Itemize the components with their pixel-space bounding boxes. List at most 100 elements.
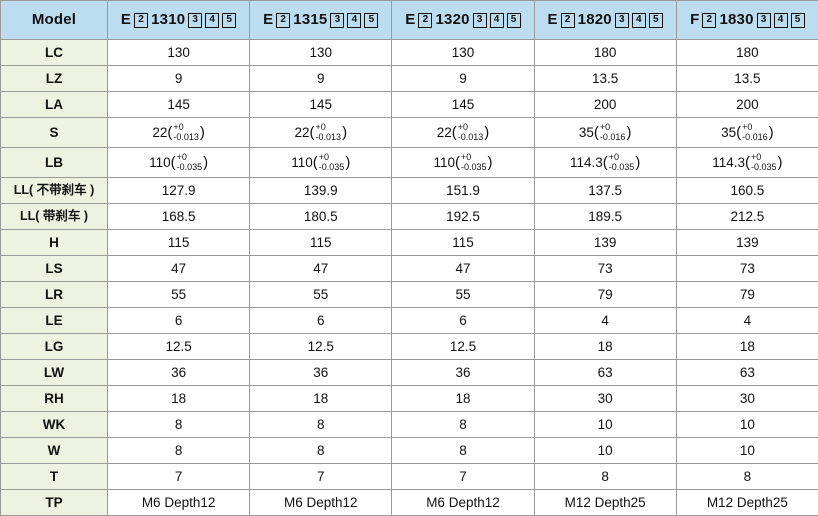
table-cell: 180 bbox=[534, 40, 676, 66]
table-cell: 7 bbox=[108, 464, 250, 490]
table-cell: 13.5 bbox=[534, 66, 676, 92]
table-cell: 13.5 bbox=[676, 66, 818, 92]
model-box-1: 2 bbox=[134, 13, 148, 28]
table-cell: 6 bbox=[392, 308, 534, 334]
model-prefix: E bbox=[121, 11, 131, 28]
tolerance-limits: +0-0.016 bbox=[742, 123, 768, 142]
table-cell: 139 bbox=[676, 230, 818, 256]
table-cell: 160.5 bbox=[676, 178, 818, 204]
model-box-4: 5 bbox=[364, 13, 378, 28]
model-box-4: 5 bbox=[222, 13, 236, 28]
tolerance-limits: +0-0.035 bbox=[177, 153, 203, 172]
tolerance-lower: -0.035 bbox=[609, 163, 635, 172]
table-cell: 114.3(+0-0.035) bbox=[676, 148, 818, 178]
model-box-4: 5 bbox=[649, 13, 663, 28]
table-cell: 145 bbox=[392, 92, 534, 118]
tolerance-limits: +0-0.035 bbox=[319, 153, 345, 172]
table-cell: 139.9 bbox=[250, 178, 392, 204]
table-cell: 137.5 bbox=[534, 178, 676, 204]
table-cell: 10 bbox=[676, 438, 818, 464]
column-header-model: Model bbox=[1, 1, 108, 40]
paren-close: ) bbox=[484, 124, 489, 141]
paren-close: ) bbox=[342, 124, 347, 141]
tolerance-upper: +0 bbox=[173, 123, 183, 132]
tolerance-base: 22 bbox=[295, 125, 310, 141]
paren-close: ) bbox=[769, 124, 774, 141]
model-box-4: 5 bbox=[507, 13, 521, 28]
model-prefix: E bbox=[405, 11, 415, 28]
table-cell: 30 bbox=[676, 386, 818, 412]
tolerance-lower: -0.035 bbox=[177, 163, 203, 172]
table-cell: 18 bbox=[534, 334, 676, 360]
tolerance-value: 22(+0-0.013) bbox=[152, 123, 205, 142]
table-cell: 8 bbox=[676, 464, 818, 490]
tolerance-base: 35 bbox=[721, 125, 736, 141]
row-label: TP bbox=[1, 490, 108, 516]
table-cell: 4 bbox=[676, 308, 818, 334]
table-cell: 110(+0-0.035) bbox=[392, 148, 534, 178]
paren-close: ) bbox=[203, 154, 208, 171]
model-number: 1820 bbox=[578, 11, 612, 28]
row-label: W bbox=[1, 438, 108, 464]
tolerance-upper: +0 bbox=[461, 153, 471, 162]
table-cell: 115 bbox=[392, 230, 534, 256]
row-label: T bbox=[1, 464, 108, 490]
table-cell: M6 Depth12 bbox=[250, 490, 392, 516]
row-label: RH bbox=[1, 386, 108, 412]
tolerance-limits: +0-0.016 bbox=[600, 123, 626, 142]
model-number: 1320 bbox=[435, 11, 469, 28]
row-label: S bbox=[1, 118, 108, 148]
row-label: LW bbox=[1, 360, 108, 386]
table-cell: 6 bbox=[250, 308, 392, 334]
table-cell: 7 bbox=[392, 464, 534, 490]
model-box-3: 4 bbox=[205, 13, 219, 28]
paren-open: ( bbox=[452, 124, 457, 141]
tolerance-value: 114.3(+0-0.035) bbox=[570, 153, 640, 172]
tolerance-value: 110(+0-0.035) bbox=[149, 153, 208, 172]
tolerance-lower: -0.016 bbox=[600, 133, 626, 142]
table-cell: 192.5 bbox=[392, 204, 534, 230]
tolerance-upper: +0 bbox=[316, 123, 326, 132]
tolerance-base: 22 bbox=[152, 125, 167, 141]
table-cell: 10 bbox=[676, 412, 818, 438]
table-cell: 18 bbox=[108, 386, 250, 412]
table-cell: 12.5 bbox=[108, 334, 250, 360]
tolerance-value: 22(+0-0.013) bbox=[295, 123, 348, 142]
table-cell: 130 bbox=[250, 40, 392, 66]
row-label: LE bbox=[1, 308, 108, 334]
paren-open: ( bbox=[455, 154, 460, 171]
row-label: LA bbox=[1, 92, 108, 118]
table-cell: 115 bbox=[250, 230, 392, 256]
table-cell: 8 bbox=[534, 464, 676, 490]
paren-open: ( bbox=[171, 154, 176, 171]
table-cell: M12 Depth25 bbox=[534, 490, 676, 516]
paren-open: ( bbox=[736, 124, 741, 141]
model-box-3: 4 bbox=[490, 13, 504, 28]
tolerance-lower: -0.035 bbox=[319, 163, 345, 172]
table-cell: 180.5 bbox=[250, 204, 392, 230]
row-label: LG bbox=[1, 334, 108, 360]
row-label: WK bbox=[1, 412, 108, 438]
table-cell: 145 bbox=[250, 92, 392, 118]
tolerance-base: 110 bbox=[291, 155, 313, 171]
tolerance-base: 22 bbox=[437, 125, 452, 141]
row-label: LL( 不带刹车 ) bbox=[1, 178, 108, 204]
tolerance-upper: +0 bbox=[177, 153, 187, 162]
table-cell: 180 bbox=[676, 40, 818, 66]
table-cell: 151.9 bbox=[392, 178, 534, 204]
